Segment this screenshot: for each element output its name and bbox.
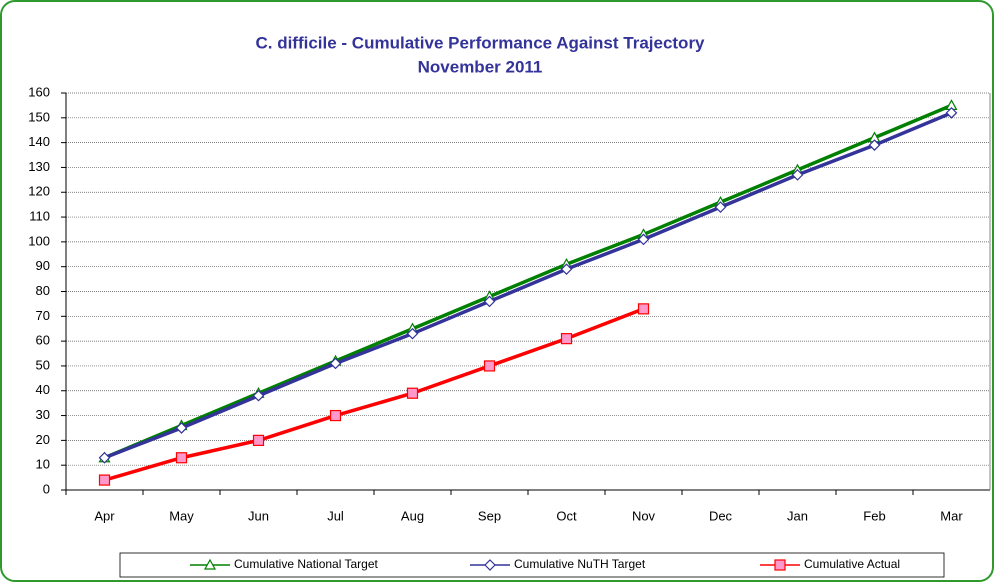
marker xyxy=(791,169,804,181)
y-tick-label: 70 xyxy=(36,308,50,323)
marker xyxy=(252,434,265,446)
marker xyxy=(483,295,496,308)
x-tick-label: Oct xyxy=(556,508,577,523)
marker xyxy=(203,558,217,570)
marker xyxy=(714,201,727,213)
x-tick-label: Jul xyxy=(327,508,344,523)
legend-label: Cumulative NuTH Target xyxy=(514,557,646,571)
x-tick-label: Sep xyxy=(478,508,501,523)
marker xyxy=(484,559,496,571)
marker xyxy=(252,389,265,402)
marker xyxy=(406,327,419,340)
marker xyxy=(868,139,881,151)
y-tick-label: 160 xyxy=(28,84,50,99)
marker xyxy=(483,360,496,372)
y-tick-label: 50 xyxy=(36,357,50,372)
y-tick-label: 80 xyxy=(36,283,50,298)
marker xyxy=(98,474,111,486)
x-tick-label: Nov xyxy=(632,508,656,523)
x-tick-label: Mar xyxy=(940,508,963,523)
marker xyxy=(175,422,188,434)
x-tick-label: May xyxy=(169,508,194,523)
x-tick-label: Aug xyxy=(401,508,424,523)
marker xyxy=(637,233,650,246)
legend-box xyxy=(119,552,945,578)
chart-subtitle: November 2011 xyxy=(418,57,543,76)
marker xyxy=(637,303,650,315)
y-tick-label: 120 xyxy=(28,184,50,199)
series-line xyxy=(103,111,953,460)
y-tick-label: 10 xyxy=(36,457,50,472)
marker xyxy=(175,452,188,464)
y-tick-label: 100 xyxy=(28,233,50,248)
x-tick-label: Apr xyxy=(94,508,115,523)
y-tick-label: 20 xyxy=(36,432,50,447)
legend-label: Cumulative National Target xyxy=(234,557,379,571)
marker xyxy=(406,387,419,399)
marker xyxy=(329,357,342,370)
y-tick-label: 140 xyxy=(28,134,50,149)
marker xyxy=(774,559,786,571)
y-tick-label: 0 xyxy=(43,481,50,496)
y-tick-label: 30 xyxy=(36,407,50,422)
x-tick-label: Dec xyxy=(709,508,733,523)
y-tick-label: 40 xyxy=(36,382,50,397)
y-tick-label: 90 xyxy=(36,258,50,273)
x-tick-label: Jan xyxy=(787,508,808,523)
y-tick-label: 110 xyxy=(29,209,50,224)
marker xyxy=(98,451,111,464)
series-line xyxy=(103,103,953,460)
y-tick-label: 60 xyxy=(36,333,50,348)
marker xyxy=(329,409,342,422)
y-tick-label: 130 xyxy=(28,159,50,174)
marker xyxy=(560,333,573,345)
x-tick-label: Feb xyxy=(863,508,885,523)
legend-label: Cumulative Actual xyxy=(804,557,900,571)
marker xyxy=(945,107,958,119)
chart-title: C. difficile - Cumulative Performance Ag… xyxy=(255,33,705,52)
marker xyxy=(560,263,573,276)
series-line xyxy=(104,307,645,482)
y-tick-label: 150 xyxy=(28,109,50,124)
x-tick-label: Jun xyxy=(248,508,269,523)
